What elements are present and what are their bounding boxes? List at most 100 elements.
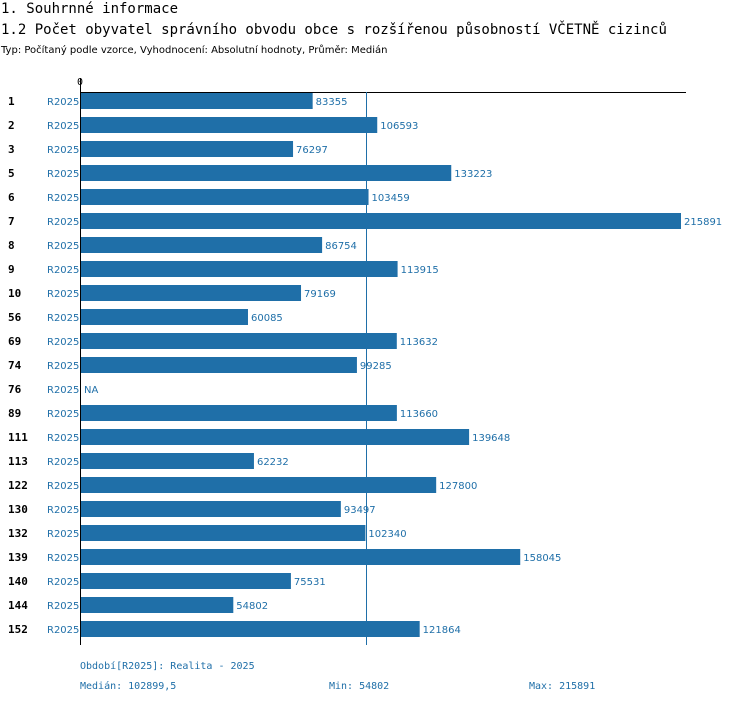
category-label: 69: [8, 335, 21, 348]
data-label: 113915: [401, 265, 439, 276]
median-stat: Medián: 102899,5: [80, 681, 177, 692]
bar: [81, 429, 470, 445]
period-label: R2025: [47, 433, 79, 444]
period-label: R2025: [47, 265, 79, 276]
data-label: 127800: [439, 481, 477, 492]
category-label: 113: [8, 455, 28, 468]
period-label: R2025: [47, 625, 79, 636]
bar: [81, 597, 234, 613]
x-axis-tick-label: 0: [77, 77, 83, 88]
period-label: R2025: [47, 193, 79, 204]
category-label: 139: [8, 551, 28, 564]
category-label: 56: [8, 311, 22, 324]
period-label: R2025: [47, 337, 79, 348]
data-label: 121864: [423, 625, 461, 636]
category-label: 6: [8, 191, 15, 204]
bar: [81, 165, 452, 181]
bar: [81, 141, 294, 157]
category-label: 9: [8, 263, 15, 276]
period-label: R2025: [47, 553, 79, 564]
category-label: 89: [8, 407, 21, 420]
period-label: R2025: [47, 121, 79, 132]
period-legend: Období[R2025]: Realita - 2025: [80, 661, 255, 672]
category-label: 130: [8, 503, 28, 516]
data-label: 54802: [236, 601, 268, 612]
chart-title: 1.2 Počet obyvatel správního obvodu obce…: [1, 22, 667, 38]
bar: [81, 93, 313, 109]
period-label: R2025: [47, 409, 79, 420]
category-label: 8: [8, 239, 15, 252]
bar: [81, 285, 302, 301]
period-label: R2025: [47, 361, 79, 372]
bar: [81, 405, 397, 421]
category-label: 152: [8, 623, 28, 636]
period-label: R2025: [47, 481, 79, 492]
period-label: R2025: [47, 145, 79, 156]
period-label: R2025: [47, 529, 79, 540]
period-label: R2025: [47, 385, 79, 396]
data-label: NA: [84, 385, 98, 396]
bar: [81, 237, 323, 253]
bar: [81, 357, 357, 373]
bar: [81, 309, 248, 325]
data-label: 139648: [472, 433, 510, 444]
data-label: 102340: [368, 529, 406, 540]
bar: [81, 501, 341, 517]
data-label: 158045: [523, 553, 561, 564]
chart-info: Typ: Počítaný podle vzorce, Vyhodnocení:…: [1, 45, 388, 56]
data-label: 75531: [294, 577, 326, 588]
data-label: 103459: [372, 193, 410, 204]
period-label: R2025: [47, 601, 79, 612]
category-label: 1: [8, 95, 15, 108]
data-label: 62232: [257, 457, 289, 468]
period-label: R2025: [47, 289, 79, 300]
category-label: 122: [8, 479, 28, 492]
data-label: 113632: [400, 337, 438, 348]
bar: [81, 213, 681, 229]
bar: [81, 117, 378, 133]
max-stat: Max: 215891: [529, 681, 596, 692]
bar: [81, 525, 366, 541]
bar: [81, 573, 291, 589]
data-label: 76297: [296, 145, 328, 156]
category-label: 5: [8, 167, 15, 180]
bar: [81, 261, 398, 277]
category-label: 111: [8, 431, 28, 444]
category-label: 74: [8, 359, 22, 372]
period-label: R2025: [47, 217, 79, 228]
category-label: 76: [8, 383, 22, 396]
bar: [81, 453, 254, 469]
data-label: 86754: [325, 241, 357, 252]
period-label: R2025: [47, 457, 79, 468]
data-label: 113660: [400, 409, 438, 420]
bar: [81, 189, 369, 205]
category-label: 144: [8, 599, 28, 612]
category-label: 2: [8, 119, 15, 132]
period-label: R2025: [47, 241, 79, 252]
category-label: 10: [8, 287, 21, 300]
category-label: 7: [8, 215, 15, 228]
category-label: 132: [8, 527, 28, 540]
period-label: R2025: [47, 169, 79, 180]
data-label: 215891: [684, 217, 722, 228]
bar: [81, 333, 397, 349]
data-label: 99285: [360, 361, 392, 372]
data-label: 133223: [454, 169, 492, 180]
bar: [81, 477, 437, 493]
min-stat: Min: 54802: [329, 681, 390, 692]
bar: [81, 549, 521, 565]
section-title: 1. Souhrnné informace: [1, 1, 179, 17]
category-label: 140: [8, 575, 28, 588]
bar: [81, 621, 420, 637]
category-label: 3: [8, 143, 15, 156]
data-label: 83355: [316, 97, 348, 108]
data-label: 93497: [344, 505, 376, 516]
period-label: R2025: [47, 577, 79, 588]
period-label: R2025: [47, 313, 79, 324]
data-label: 60085: [251, 313, 283, 324]
period-label: R2025: [47, 97, 79, 108]
data-label: 79169: [304, 289, 336, 300]
period-label: R2025: [47, 505, 79, 516]
data-label: 106593: [380, 121, 418, 132]
